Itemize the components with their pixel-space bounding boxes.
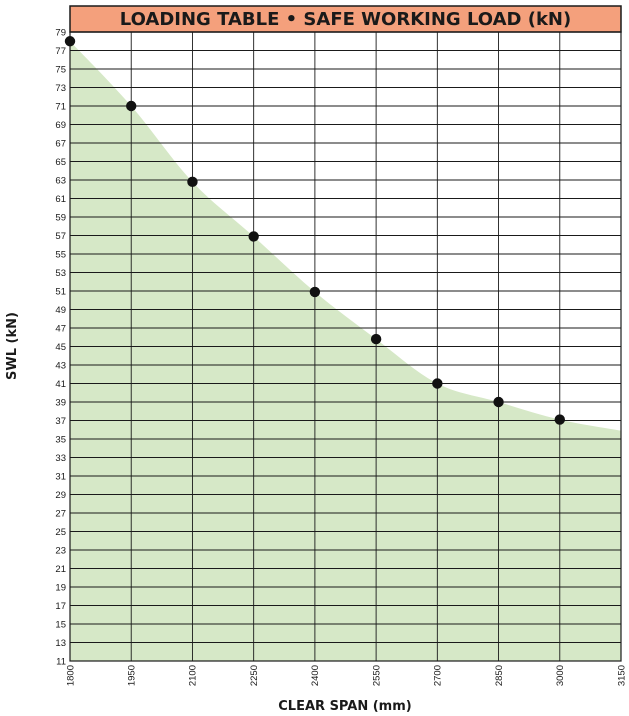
- area-layer: [70, 41, 621, 661]
- point-layer: [64, 36, 565, 425]
- y-tick-label: 47: [55, 323, 66, 334]
- y-tick-label: 37: [55, 416, 66, 427]
- y-tick-label: 77: [55, 46, 66, 57]
- y-tick-label: 35: [55, 434, 66, 445]
- y-tick-label: 67: [55, 138, 66, 149]
- y-tick-label: 73: [55, 83, 66, 94]
- y-tick-label: 27: [55, 508, 66, 519]
- x-tick-label: 2700: [433, 665, 444, 686]
- y-tick-label: 25: [55, 527, 66, 538]
- y-tick-label: 29: [55, 490, 66, 501]
- data-point: [187, 176, 198, 188]
- x-tick-label: 2850: [494, 665, 505, 686]
- data-point: [309, 286, 321, 298]
- x-axis-label: CLEAR SPAN (mm): [278, 699, 411, 714]
- y-tick-label: 61: [55, 194, 66, 205]
- chart-title: LOADING TABLE • SAFE WORKING LOAD (kN): [120, 9, 571, 30]
- y-tick-label: 53: [55, 268, 66, 279]
- y-tick-label: 23: [55, 545, 66, 556]
- data-point: [248, 231, 259, 242]
- y-tick-label: 57: [55, 231, 66, 242]
- y-tick-label: 75: [55, 64, 66, 75]
- y-tick-label: 49: [55, 305, 66, 316]
- y-tick-label: 11: [56, 656, 66, 667]
- y-tick-label: 59: [55, 212, 66, 223]
- y-tick-label: 39: [55, 397, 66, 408]
- data-point: [493, 396, 504, 408]
- data-point: [64, 36, 76, 47]
- y-tick-label: 79: [55, 27, 66, 38]
- x-tick-label: 2550: [371, 665, 382, 686]
- y-tick-label: 19: [55, 582, 66, 593]
- x-tick-label: 2400: [310, 665, 321, 686]
- x-tick-label: 2100: [188, 665, 199, 686]
- y-tick-label: 31: [55, 471, 66, 482]
- x-tick-labels: 1800 1950 2100 2250 2400 2550 2700 2850 3000 3150: [65, 665, 627, 686]
- x-tick-label: 2250: [249, 665, 260, 686]
- data-point: [126, 100, 137, 112]
- y-tick-label: 51: [55, 286, 66, 297]
- y-tick-label: 65: [55, 157, 66, 168]
- data-point: [370, 333, 382, 345]
- plot-frame: [69, 31, 622, 662]
- data-point: [432, 378, 443, 389]
- y-tick-label: 15: [55, 619, 66, 630]
- y-tick-labels: 11 13 15 17 19 21 23 25 27 29 31 33 35 37 39 41 43 45 47 49…: [55, 27, 66, 667]
- y-tick-label: 63: [55, 175, 66, 186]
- safe-load-area: [70, 41, 621, 661]
- y-tick-label: 45: [55, 342, 66, 353]
- x-tick-label: 1800: [65, 665, 76, 686]
- y-tick-label: 71: [55, 101, 66, 112]
- y-tick-label: 55: [55, 249, 66, 260]
- grid-layer: [69, 31, 622, 662]
- x-tick-label: 3000: [555, 665, 566, 686]
- data-point: [554, 414, 565, 425]
- y-tick-label: 21: [55, 564, 66, 575]
- title-banner: [69, 5, 622, 33]
- x-tick-label: 3150: [616, 665, 627, 686]
- x-tick-label: 1950: [127, 665, 138, 686]
- y-tick-label: 17: [55, 601, 66, 612]
- y-tick-label: 13: [55, 638, 66, 649]
- y-tick-label: 69: [55, 120, 66, 131]
- y-tick-label: 41: [55, 379, 66, 390]
- y-tick-label: 33: [55, 453, 66, 464]
- y-axis-label: SWL (kN): [5, 312, 20, 380]
- y-tick-label: 43: [55, 360, 66, 371]
